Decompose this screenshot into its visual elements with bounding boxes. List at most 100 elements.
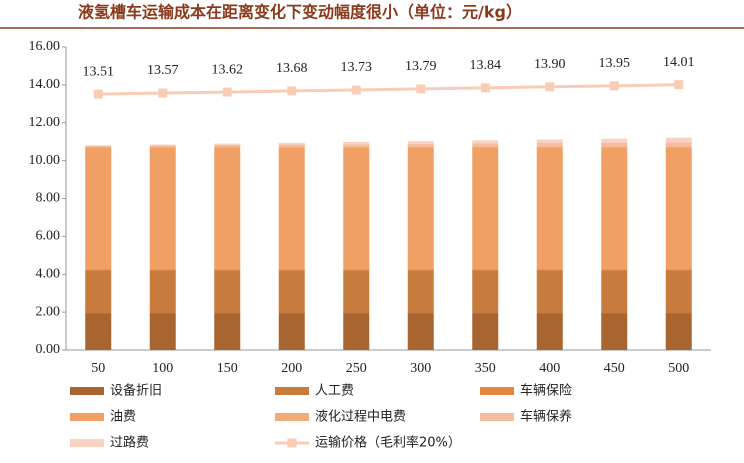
bar-segment xyxy=(278,146,305,148)
x-tick-label: 100 xyxy=(152,361,173,376)
bar-segment xyxy=(214,313,241,350)
y-tick-label: 2.00 xyxy=(36,304,61,319)
x-tick-label: 400 xyxy=(539,361,560,376)
legend-swatch xyxy=(480,413,514,421)
data-label: 13.84 xyxy=(470,58,502,73)
legend-swatch xyxy=(70,413,104,421)
bar-segment xyxy=(472,146,499,148)
chart-title: 液氢槽车运输成本在距离变化下变动幅度很小（单位：元/kg） xyxy=(78,3,522,22)
line-marker xyxy=(480,83,490,93)
bar-segment xyxy=(278,313,305,350)
legend-label: 过路费 xyxy=(110,435,149,451)
bar-segment xyxy=(214,270,241,314)
legend-label: 运输价格（毛利率20%） xyxy=(315,435,461,451)
bar-segment xyxy=(407,141,434,144)
bar-segment xyxy=(343,269,370,271)
y-tick-label: 4.00 xyxy=(36,266,61,281)
bar-segment xyxy=(85,269,112,271)
bar-segment xyxy=(343,141,370,145)
legend-swatch xyxy=(275,413,309,421)
data-label: 14.01 xyxy=(663,55,695,70)
y-tick-label: 14.00 xyxy=(29,77,61,92)
bar-segment xyxy=(278,269,305,271)
bar-segment xyxy=(343,146,370,148)
legend-swatch xyxy=(480,387,514,395)
legend-swatch xyxy=(70,387,104,395)
data-label: 13.95 xyxy=(599,56,631,71)
data-label: 13.62 xyxy=(212,62,244,77)
data-label: 13.51 xyxy=(83,64,115,79)
line-marker xyxy=(545,82,555,92)
legend-label: 液化过程中电费 xyxy=(315,410,406,425)
bar-segment xyxy=(149,145,176,147)
bar-segment xyxy=(472,140,499,144)
line-marker xyxy=(609,81,619,91)
bar-segment xyxy=(472,143,499,147)
bar-segment xyxy=(472,269,499,271)
bar-segment xyxy=(536,313,563,350)
bar-segment xyxy=(536,139,563,144)
bar-segment xyxy=(601,142,628,147)
bar-segment xyxy=(407,143,434,147)
data-label: 13.57 xyxy=(147,63,179,78)
bar-segment xyxy=(214,269,241,271)
bar-segment xyxy=(343,313,370,350)
bar-segment xyxy=(85,147,112,270)
legend-marker xyxy=(287,438,297,448)
bar-segment xyxy=(665,146,692,148)
legend-label: 油费 xyxy=(110,410,136,425)
bar-segment xyxy=(278,147,305,270)
bar-segment xyxy=(407,146,434,148)
bar-segment xyxy=(149,270,176,314)
bar-segment xyxy=(278,270,305,314)
legend-label: 设备折旧 xyxy=(110,383,162,399)
x-tick-label: 450 xyxy=(604,361,625,376)
line-marker xyxy=(351,85,361,95)
legend-label: 车辆保养 xyxy=(520,409,572,425)
x-tick-label: 250 xyxy=(346,361,367,376)
bar-segment xyxy=(536,143,563,147)
bar-segment xyxy=(407,313,434,350)
bar-segment xyxy=(536,269,563,271)
line-marker xyxy=(287,86,297,96)
bar-segment xyxy=(665,269,692,271)
bar-segment xyxy=(149,147,176,270)
bar-segment xyxy=(214,146,241,148)
y-tick-label: 6.00 xyxy=(36,229,61,244)
x-tick-label: 350 xyxy=(475,361,496,376)
bar-segment xyxy=(601,269,628,271)
bar-segment xyxy=(343,147,370,270)
y-tick-label: 8.00 xyxy=(36,191,61,206)
data-label: 13.68 xyxy=(276,61,308,76)
bar-segment xyxy=(407,269,434,271)
bar-segment xyxy=(278,142,305,145)
bar-segment xyxy=(601,270,628,314)
bar-segment xyxy=(536,146,563,148)
line-marker xyxy=(93,89,103,99)
bar-segment xyxy=(85,146,112,148)
bar-segment xyxy=(601,138,628,143)
bar-segment xyxy=(601,147,628,270)
legend-label: 车辆保险 xyxy=(520,383,572,399)
y-tick-label: 16.00 xyxy=(29,39,61,54)
bar-segment xyxy=(536,147,563,270)
bar-segment xyxy=(665,313,692,350)
data-label: 13.90 xyxy=(534,57,566,72)
bar-segment xyxy=(149,313,176,350)
bar-segment xyxy=(665,142,692,147)
bar-segment xyxy=(665,137,692,143)
data-label: 13.79 xyxy=(405,59,437,74)
bar-segment xyxy=(407,270,434,314)
line-marker xyxy=(416,84,426,94)
x-tick-label: 300 xyxy=(410,361,431,376)
legend-swatch xyxy=(70,439,104,447)
x-tick-label: 200 xyxy=(281,361,302,376)
bar-segment xyxy=(407,147,434,270)
bar-segment xyxy=(214,143,241,145)
x-tick-label: 150 xyxy=(217,361,238,376)
bar-segment xyxy=(472,147,499,270)
bar-segment xyxy=(149,146,176,148)
y-tick-label: 12.00 xyxy=(29,115,61,130)
bar-segment xyxy=(665,147,692,270)
legend-label: 人工费 xyxy=(315,384,354,399)
